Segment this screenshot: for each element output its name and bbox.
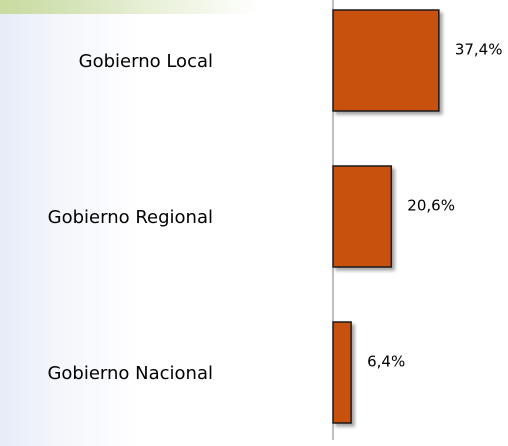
value-label: 20,6% <box>407 197 455 215</box>
value-label: 6,4% <box>367 353 405 371</box>
value-label: 37,4% <box>455 41 503 59</box>
bar <box>332 321 352 424</box>
category-label: Gobierno Nacional <box>47 363 213 384</box>
category-label: Gobierno Local <box>79 51 213 72</box>
bar <box>332 9 440 112</box>
header-band <box>0 0 260 14</box>
category-label: Gobierno Regional <box>48 207 213 228</box>
bar <box>332 165 393 268</box>
